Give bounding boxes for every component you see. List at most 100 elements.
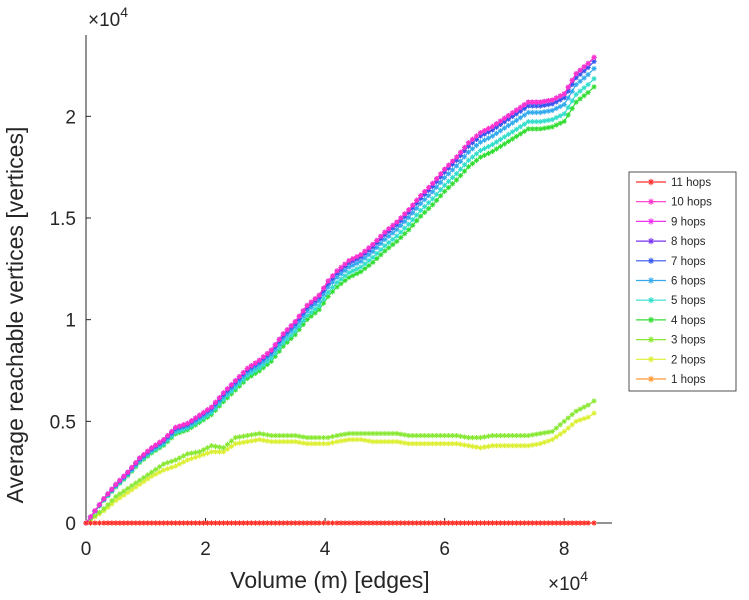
series-marker	[236, 374, 243, 380]
series-marker	[509, 520, 515, 526]
series-2-hops	[83, 410, 597, 526]
series-marker	[200, 451, 207, 458]
series-marker	[248, 373, 254, 379]
series-marker	[549, 428, 555, 435]
series-marker	[370, 259, 376, 265]
x-exponent-superscript: 4	[580, 568, 588, 584]
series-marker	[573, 75, 579, 81]
x-tick-label: 8	[559, 539, 570, 560]
series-marker	[252, 364, 258, 370]
series-marker	[426, 441, 432, 447]
series-marker	[585, 60, 591, 67]
series-marker	[362, 520, 368, 526]
series-marker	[276, 341, 282, 347]
series-marker	[370, 439, 376, 445]
series-marker	[177, 461, 183, 467]
series-marker	[533, 441, 539, 447]
legend-label: 2 hops	[671, 354, 706, 366]
series-marker	[268, 358, 274, 364]
series-marker	[565, 95, 571, 101]
series-marker	[402, 231, 408, 237]
series-marker	[378, 430, 384, 437]
series-marker	[465, 140, 472, 146]
series-marker	[493, 139, 500, 145]
series-marker	[208, 520, 215, 526]
series-marker	[521, 520, 527, 526]
series-marker	[553, 99, 559, 105]
series-marker	[325, 520, 331, 526]
x-exponent-label: ×104	[548, 568, 588, 595]
series-marker	[382, 520, 388, 526]
series-marker	[224, 386, 231, 392]
series-marker	[489, 520, 496, 526]
series-marker	[105, 491, 111, 497]
series-marker	[284, 520, 290, 526]
series-marker	[157, 469, 163, 475]
series-marker	[338, 264, 344, 271]
series-marker	[394, 219, 400, 225]
series-marker	[529, 103, 535, 109]
series-marker	[565, 104, 571, 110]
series-marker	[320, 441, 327, 447]
series-marker	[430, 520, 436, 526]
series-marker	[216, 520, 223, 526]
series-marker	[216, 449, 223, 455]
series-marker	[325, 284, 331, 290]
series-marker	[304, 308, 310, 314]
series-marker	[125, 469, 131, 475]
series-marker	[296, 327, 302, 333]
series-marker	[133, 520, 139, 526]
series-marker	[577, 520, 583, 526]
series-marker	[268, 520, 274, 526]
series-marker	[334, 432, 340, 439]
series-marker	[422, 520, 428, 526]
series-marker	[501, 134, 508, 140]
series-marker	[374, 240, 380, 246]
series-marker	[188, 450, 195, 456]
series-marker	[117, 495, 123, 501]
series-marker	[426, 187, 432, 194]
series-marker	[398, 520, 404, 526]
series-marker	[121, 520, 127, 526]
y-tick-label: 0	[65, 514, 76, 535]
series-marker	[157, 464, 163, 470]
series-marker	[165, 520, 171, 526]
series-marker	[300, 318, 306, 324]
series-marker	[537, 119, 543, 125]
series-marker	[292, 332, 298, 338]
legend-item: 7 hops	[636, 256, 706, 268]
series-marker	[260, 362, 266, 368]
series-marker	[268, 347, 274, 353]
series-marker	[228, 520, 235, 526]
series-marker	[256, 437, 262, 443]
series-7-hops	[83, 58, 597, 526]
series-marker	[509, 136, 515, 142]
series-marker	[461, 168, 468, 174]
series-marker	[541, 125, 547, 131]
legend-marker	[647, 336, 655, 343]
series-marker	[581, 520, 587, 526]
series-marker	[529, 520, 535, 526]
series-marker	[316, 520, 322, 526]
series-marker	[362, 261, 368, 267]
series-marker	[406, 520, 412, 526]
series-marker	[300, 440, 306, 446]
series-marker	[188, 456, 195, 462]
series-marker	[169, 520, 175, 526]
series-marker	[386, 226, 392, 232]
legend-label: 1 hops	[671, 374, 706, 386]
series-marker	[489, 443, 496, 449]
series-marker	[533, 119, 539, 125]
series-marker	[244, 439, 250, 445]
series-marker	[280, 340, 286, 346]
series-marker	[101, 496, 107, 502]
legend-item: 6 hops	[636, 276, 706, 288]
series-marker	[121, 492, 127, 498]
series-marker	[398, 234, 404, 241]
series-marker	[430, 180, 436, 187]
series-marker	[169, 458, 175, 464]
series-marker	[446, 165, 452, 171]
series-marker	[573, 82, 579, 88]
series-marker	[521, 432, 527, 439]
series-marker	[565, 112, 571, 118]
